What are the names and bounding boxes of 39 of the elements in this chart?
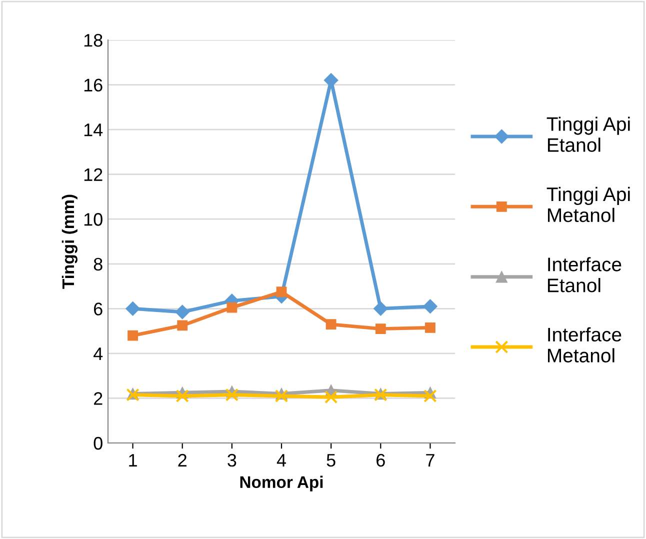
point [176, 389, 189, 403]
y-tick-label: 8 [94, 258, 102, 271]
y-tick-label: 2 [94, 392, 102, 405]
point [324, 390, 338, 404]
point [128, 330, 138, 341]
x-tick-label: 1 [129, 454, 137, 466]
x-tick-label: 7 [426, 454, 434, 466]
x-tick-label: 3 [228, 454, 236, 467]
y-tick-label: 16 [84, 78, 102, 92]
x-tick-label: 6 [376, 454, 385, 467]
y-tick-label: 14 [84, 124, 103, 136]
y-tick-label: 0 [94, 436, 102, 450]
point [373, 301, 388, 316]
point [326, 319, 336, 330]
y-tick-label: 18 [84, 34, 102, 47]
y-tick-label: 6 [94, 302, 102, 316]
point [375, 324, 386, 334]
point [226, 302, 238, 313]
y-tick-label: 10 [84, 213, 102, 226]
legend-label: Tinggi Api Etanol [546, 116, 630, 152]
point [276, 286, 287, 298]
point [177, 320, 188, 331]
legend-label: Tinggi Api Metanol [546, 186, 630, 222]
point [175, 304, 190, 320]
x-tick-label: 2 [178, 454, 186, 466]
point [425, 322, 436, 333]
y-tick-label: 4 [94, 348, 103, 360]
x-tick-label: 5 [326, 454, 336, 467]
legend-label: Interface Etanol [548, 257, 622, 292]
legend-label: Interface Metanol [548, 327, 622, 362]
point [424, 389, 437, 403]
y-tick-label: 12 [84, 168, 102, 181]
y-axis-title: Tinggi (mm) [62, 194, 78, 289]
point [274, 389, 288, 403]
point [126, 301, 140, 316]
x-tick-label: 4 [276, 454, 286, 466]
x-axis-title: Nomor Api [240, 476, 323, 492]
point [225, 388, 239, 402]
point [422, 299, 438, 314]
